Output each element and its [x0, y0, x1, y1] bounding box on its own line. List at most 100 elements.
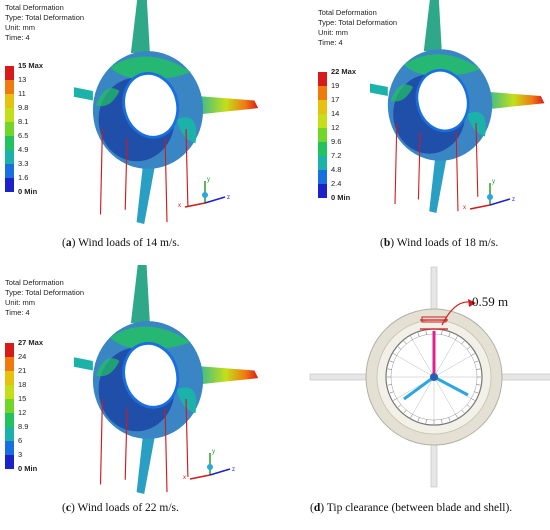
- axis-x: [469, 204, 491, 210]
- blade-right: [483, 91, 545, 110]
- rotor-tick: [471, 353, 475, 356]
- legend-label: 13: [18, 75, 27, 84]
- load-line: [164, 408, 168, 493]
- arrow-head: [468, 299, 476, 307]
- turbine-deformation-model: y z x: [73, 265, 259, 494]
- blade-left: [73, 87, 93, 101]
- legend-row: 11: [5, 89, 65, 108]
- legend-swatch: [5, 150, 14, 164]
- info-unit: Unit: mm: [5, 298, 35, 307]
- legend-row: 1.6: [5, 173, 65, 192]
- axis-letter: z: [232, 467, 235, 473]
- rotor-spoke: [433, 339, 456, 378]
- panel-c: Total Deformation Type: Total Deformatio…: [0, 265, 275, 530]
- shell-opening: [123, 73, 178, 138]
- legend-label: 19: [331, 81, 340, 90]
- legend-label: 17: [331, 95, 340, 104]
- legend-label: 21: [18, 366, 27, 375]
- legend-row: 9.6: [318, 137, 378, 156]
- info-title: Total Deformation: [318, 8, 377, 17]
- legend-row: 2.4: [318, 179, 378, 198]
- axis-letter: x: [463, 205, 466, 211]
- info-title: Total Deformation: [5, 3, 64, 12]
- legend-swatch: [318, 142, 327, 156]
- load-line: [455, 131, 459, 212]
- legend-label: 3: [18, 450, 23, 459]
- legend-swatch: [5, 178, 14, 192]
- axis-letter: y: [492, 179, 495, 185]
- axis-z: [209, 468, 231, 476]
- legend-row: 15: [5, 394, 65, 413]
- legend-swatch: [5, 136, 14, 150]
- legend-row: 8.1: [5, 117, 65, 136]
- rotor-tick: [461, 340, 465, 345]
- rotor-tick: [410, 336, 413, 340]
- rotor-tick: [476, 368, 481, 370]
- info-type: Type: Total Deformation: [5, 288, 85, 297]
- legend-swatch: [5, 164, 14, 178]
- legend-row: 19: [318, 81, 378, 100]
- legend-swatch: [5, 371, 14, 385]
- legend-row: 18: [5, 380, 65, 399]
- rotor-tick: [393, 398, 397, 401]
- rotor-spoke: [433, 376, 456, 415]
- rotor-tick: [471, 398, 475, 401]
- turbine-group: [370, 0, 545, 213]
- legend-swatch: [5, 108, 14, 122]
- axis-letter: z: [512, 197, 515, 203]
- legend-swatch: [5, 357, 14, 371]
- legend-label: 6.5: [18, 131, 29, 140]
- rotor-tick: [425, 330, 427, 335]
- rotor-tick: [476, 384, 481, 386]
- axis-x: [189, 474, 211, 480]
- rotor-tick: [448, 417, 451, 422]
- blade: [403, 375, 435, 401]
- shell-rim: [122, 341, 180, 409]
- legend-label: 8.1: [18, 117, 29, 126]
- load-line: [185, 398, 189, 477]
- load-line: [394, 122, 398, 205]
- legend-label: 15: [18, 394, 27, 403]
- rotor-spoke: [396, 355, 435, 378]
- legend-swatch: [5, 94, 14, 108]
- legend-row: 6: [5, 436, 65, 455]
- legend-label: 6: [18, 436, 23, 445]
- legend-label: 0 Min: [331, 193, 351, 202]
- legend-label: 15 Max: [18, 61, 44, 70]
- axis-z: [489, 198, 511, 206]
- rotor-tick: [387, 368, 392, 370]
- blade-top: [130, 265, 150, 323]
- legend-label: 2.4: [331, 179, 342, 188]
- shell-rim: [122, 71, 180, 139]
- shell-patch: [390, 84, 413, 102]
- legend-row: 27 Max: [5, 338, 65, 357]
- hub: [430, 373, 438, 381]
- legend-row: 24: [5, 352, 65, 371]
- legend-row: 12: [5, 408, 65, 427]
- info-type: Type: Total Deformation: [318, 18, 398, 27]
- legend-label: 24: [18, 352, 27, 361]
- load-line: [99, 398, 103, 485]
- legend-swatch: [318, 128, 327, 142]
- legend-row: 22 Max: [318, 67, 378, 86]
- legend-label: 4.9: [18, 145, 29, 154]
- figure-caption: (d) Tip clearance (between blade and she…: [310, 502, 513, 514]
- blade-left: [370, 83, 388, 96]
- legend-label: 18: [18, 380, 27, 389]
- shell-patch: [110, 56, 191, 79]
- turbine-deformation-model: y z x: [73, 0, 259, 224]
- tip-clearance-diagram: [309, 266, 550, 488]
- info-unit: Unit: mm: [318, 28, 348, 37]
- rotor-tick: [455, 414, 458, 418]
- shell-patch: [404, 54, 481, 75]
- clearance-box: [421, 316, 447, 323]
- legend-swatch: [318, 100, 327, 114]
- legend-swatch: [318, 170, 327, 184]
- blade-top: [130, 0, 150, 53]
- load-line: [164, 138, 168, 223]
- triad-sphere: [487, 194, 493, 200]
- legend-swatch: [318, 156, 327, 170]
- turbine-group: [73, 0, 259, 224]
- shell-patch: [110, 326, 191, 349]
- legend-swatch: [5, 441, 14, 455]
